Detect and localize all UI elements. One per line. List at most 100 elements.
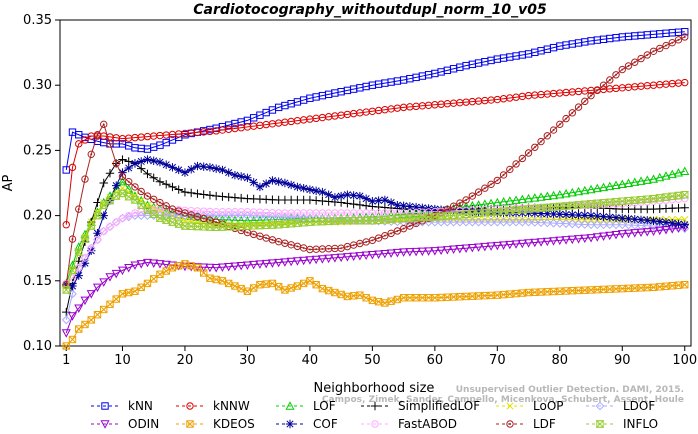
legend-item-knnw: kNNW	[176, 399, 250, 413]
data-point-cof	[255, 182, 265, 192]
data-point-lof	[530, 193, 540, 202]
data-point-ldof	[624, 220, 633, 230]
series-line-knn	[65, 31, 685, 171]
data-point-odin	[424, 247, 434, 256]
legend-marker-loop	[506, 402, 514, 410]
data-point-cof	[336, 191, 346, 201]
data-point-simplifiedlof	[137, 164, 146, 173]
data-point-ldf	[587, 91, 595, 100]
data-point-simplifiedlof	[62, 307, 71, 317]
data-point-odin	[486, 242, 496, 251]
data-point-ldf	[62, 281, 70, 289]
data-point-odin	[299, 256, 309, 266]
legend-item-ldof: LDOF	[586, 399, 655, 413]
data-point-ldf	[681, 33, 689, 41]
data-point-cof	[343, 190, 352, 199]
data-point-ldf	[637, 54, 645, 63]
y-tick-label: 0.15	[23, 274, 52, 289]
data-point-odin	[61, 329, 71, 338]
legend-item-loop: LoOP	[496, 399, 564, 413]
data-point-simplifiedlof	[361, 201, 371, 210]
data-point-cof	[530, 209, 540, 218]
legend-label-knnw: kNNW	[213, 399, 250, 413]
data-point-cof	[218, 165, 227, 175]
data-point-cof	[580, 211, 589, 220]
data-point-simplifiedlof	[311, 196, 321, 205]
chart-title: Cardiotocography_withoutdupl_norm_10_v05	[193, 2, 547, 18]
legend-label-loop: LoOP	[533, 399, 564, 413]
data-point-cof	[418, 203, 427, 212]
data-point-odin	[242, 261, 252, 270]
y-tick-label: 0.20	[23, 209, 52, 224]
data-point-ldf	[624, 62, 633, 70]
data-point-lof	[130, 191, 140, 200]
data-point-inflo	[143, 206, 152, 215]
data-point-simplifiedlof	[236, 193, 246, 203]
data-point-odin	[205, 263, 215, 273]
data-point-odin	[161, 260, 171, 270]
y-tick-label: 0.25	[23, 143, 52, 158]
data-point-ldf	[162, 202, 170, 210]
data-point-cof	[643, 216, 652, 225]
legend-label-lof: LOF	[313, 399, 336, 413]
data-point-ldof	[605, 220, 615, 230]
data-point-ldof	[517, 217, 527, 227]
data-point-fastabod	[93, 236, 102, 244]
data-point-ldof	[617, 220, 627, 230]
data-point-ldof	[442, 217, 452, 227]
data-point-ldf	[631, 58, 639, 66]
data-point-odin	[67, 312, 78, 321]
legend-marker-lof	[285, 401, 295, 410]
data-point-cof	[599, 212, 608, 221]
data-point-simplifiedlof	[355, 200, 365, 210]
data-point-ldf	[243, 228, 252, 237]
data-point-cof	[461, 207, 471, 216]
data-point-lof	[673, 168, 684, 177]
data-point-ldf	[93, 131, 102, 139]
data-point-odin	[155, 260, 165, 269]
data-point-lof	[623, 178, 634, 187]
data-point-ldf	[368, 236, 377, 245]
x-tick-label: 100	[672, 353, 697, 368]
data-point-inflo	[111, 192, 121, 200]
data-point-kdeos	[75, 325, 83, 333]
data-point-lof	[399, 209, 409, 218]
data-point-lof	[142, 200, 153, 209]
data-point-cof	[386, 198, 396, 207]
data-point-odin	[549, 237, 559, 246]
data-point-odin	[623, 229, 634, 239]
data-point-fastabod	[68, 274, 77, 282]
series-knnw	[62, 78, 689, 229]
data-point-odin	[311, 255, 321, 265]
data-point-lof	[592, 183, 602, 193]
data-point-cof	[118, 168, 127, 177]
legend-marker-knn	[101, 402, 109, 410]
data-point-ldf	[281, 239, 289, 247]
data-point-kdeos	[87, 316, 95, 324]
data-point-cof	[655, 217, 664, 226]
data-point-odin	[324, 254, 334, 264]
data-point-lof	[549, 190, 559, 200]
data-point-simplifiedlof	[118, 155, 127, 164]
data-point-ldof	[536, 218, 546, 228]
series-knn	[62, 28, 689, 174]
data-point-cof	[468, 207, 477, 217]
data-point-fastabod	[112, 218, 120, 226]
data-point-odin	[467, 243, 477, 253]
data-point-lof	[630, 177, 640, 186]
data-point-odin	[511, 240, 521, 249]
data-point-ldf	[518, 154, 527, 163]
data-point-odin	[80, 296, 90, 306]
data-point-odin	[636, 228, 646, 238]
data-point-kdeos	[393, 295, 402, 304]
data-point-cof	[162, 160, 171, 169]
data-point-odin	[305, 256, 315, 265]
data-point-lof	[505, 196, 515, 205]
data-point-ldof	[611, 220, 621, 230]
data-point-cof	[293, 182, 302, 192]
data-point-cof	[249, 178, 258, 187]
legend-item-kdeos: KDEOS	[176, 417, 255, 431]
data-point-lof	[255, 215, 265, 224]
data-point-simplifiedlof	[180, 187, 190, 197]
data-point-odin	[455, 245, 465, 254]
